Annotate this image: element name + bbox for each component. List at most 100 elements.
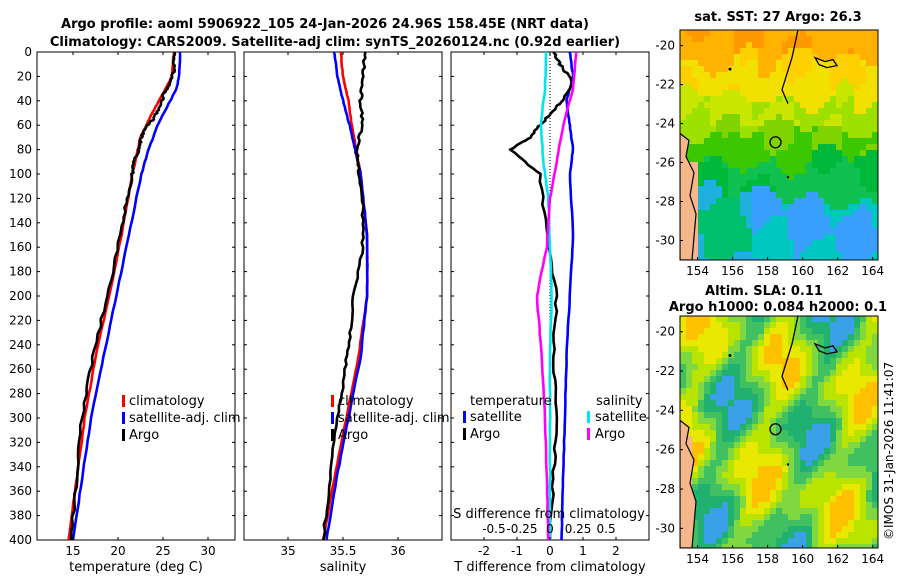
sst-cell [818, 162, 825, 169]
sla-cell [752, 430, 759, 437]
sla-cell [698, 460, 705, 467]
sla-cell [800, 526, 807, 533]
sst-cell [752, 246, 759, 253]
sst-cell [716, 72, 723, 79]
sla-cell [824, 478, 831, 485]
figure-title-line1: Argo profile: aoml 5906922_105 24-Jan-20… [61, 17, 589, 32]
sst-cell [776, 72, 783, 79]
sla-cell [836, 484, 843, 491]
sla-cell [836, 412, 843, 419]
sst-cell [698, 198, 705, 205]
sst-cell [806, 90, 813, 97]
sla-cell [764, 472, 771, 479]
sst-cell [872, 258, 878, 260]
sla-cell [740, 352, 747, 359]
sst-cell [740, 78, 747, 85]
sst-cell [710, 168, 717, 175]
sla-cell [740, 466, 747, 473]
sla-cell [704, 484, 711, 491]
sst-cell [812, 78, 819, 85]
sla-cell [800, 394, 807, 401]
sla-cell [722, 544, 729, 548]
depth-tick-label: 60 [17, 118, 32, 132]
sla-cell [788, 448, 795, 455]
sla-cell [728, 418, 735, 425]
sla-cell [818, 328, 825, 335]
sst-cell [746, 198, 753, 205]
sst-cell [860, 96, 867, 103]
sla-x-tick-label: 158 [756, 552, 779, 566]
sla-cell [866, 472, 873, 479]
sla-cell [824, 316, 831, 323]
sla-cell [764, 448, 771, 455]
sst-cell [722, 150, 729, 157]
sla-cell [698, 370, 705, 377]
sst-cell [770, 84, 777, 91]
sst-cell [746, 120, 753, 127]
sla-cell [842, 322, 849, 329]
sst-cell [866, 72, 873, 79]
sst-cell [770, 108, 777, 115]
sst-cell [728, 234, 735, 241]
sla-cell [716, 496, 723, 503]
sla-cell [788, 322, 795, 329]
sst-cell [770, 138, 777, 145]
sst-cell [698, 48, 705, 55]
sst-cell [734, 222, 741, 229]
sla-cell [788, 496, 795, 503]
sla-cell [842, 466, 849, 473]
sst-cell [758, 114, 765, 121]
sla-cell [740, 400, 747, 407]
sla-cell [782, 388, 789, 395]
sst-cell [800, 84, 807, 91]
sla-cell [746, 508, 753, 515]
sst-x-tick-label: 158 [756, 264, 779, 278]
sst-cell [728, 150, 735, 157]
sst-cell [800, 132, 807, 139]
sst-cell [866, 162, 873, 169]
sla-cell [758, 400, 765, 407]
sst-cell [824, 240, 831, 247]
sst-cell [848, 48, 855, 55]
sla-cell [818, 346, 825, 353]
sst-cell [854, 114, 861, 121]
sla-cell [710, 346, 717, 353]
sst-cell [758, 72, 765, 79]
sst-cell [752, 198, 759, 205]
sla-cell [854, 496, 861, 503]
sla-cell [788, 490, 795, 497]
sst-cell [698, 78, 705, 85]
sst-cell [806, 60, 813, 67]
sst-cell [824, 120, 831, 127]
sst-cell [818, 216, 825, 223]
sst-cell [740, 126, 747, 133]
sla-cell [728, 478, 735, 485]
sst-cell [824, 192, 831, 199]
sst-cell [704, 108, 711, 115]
sst-cell [698, 30, 705, 37]
sla-cell [860, 376, 867, 383]
sla-cell [734, 424, 741, 431]
sla-cell [752, 532, 759, 539]
sst-cell [746, 114, 753, 121]
sst-cell [686, 90, 693, 97]
sla-cell [734, 442, 741, 449]
sst-cell [692, 234, 699, 241]
sst-cell [758, 156, 765, 163]
sla-cell [764, 532, 771, 539]
sla-cell [866, 412, 873, 419]
sla-cell [728, 334, 735, 341]
sla-cell [800, 352, 807, 359]
sla-cell [758, 484, 765, 491]
sla-cell [746, 394, 753, 401]
sla-cell [866, 538, 873, 545]
sla-cell [776, 406, 783, 413]
sla-cell [872, 346, 878, 353]
sst-cell [788, 60, 795, 67]
sla-cell [830, 442, 837, 449]
sst-cell [854, 252, 861, 259]
sst-cell [794, 60, 801, 67]
sst-y-tick-label: -28 [655, 195, 675, 209]
sst-cell [812, 216, 819, 223]
sst-cell [818, 96, 825, 103]
